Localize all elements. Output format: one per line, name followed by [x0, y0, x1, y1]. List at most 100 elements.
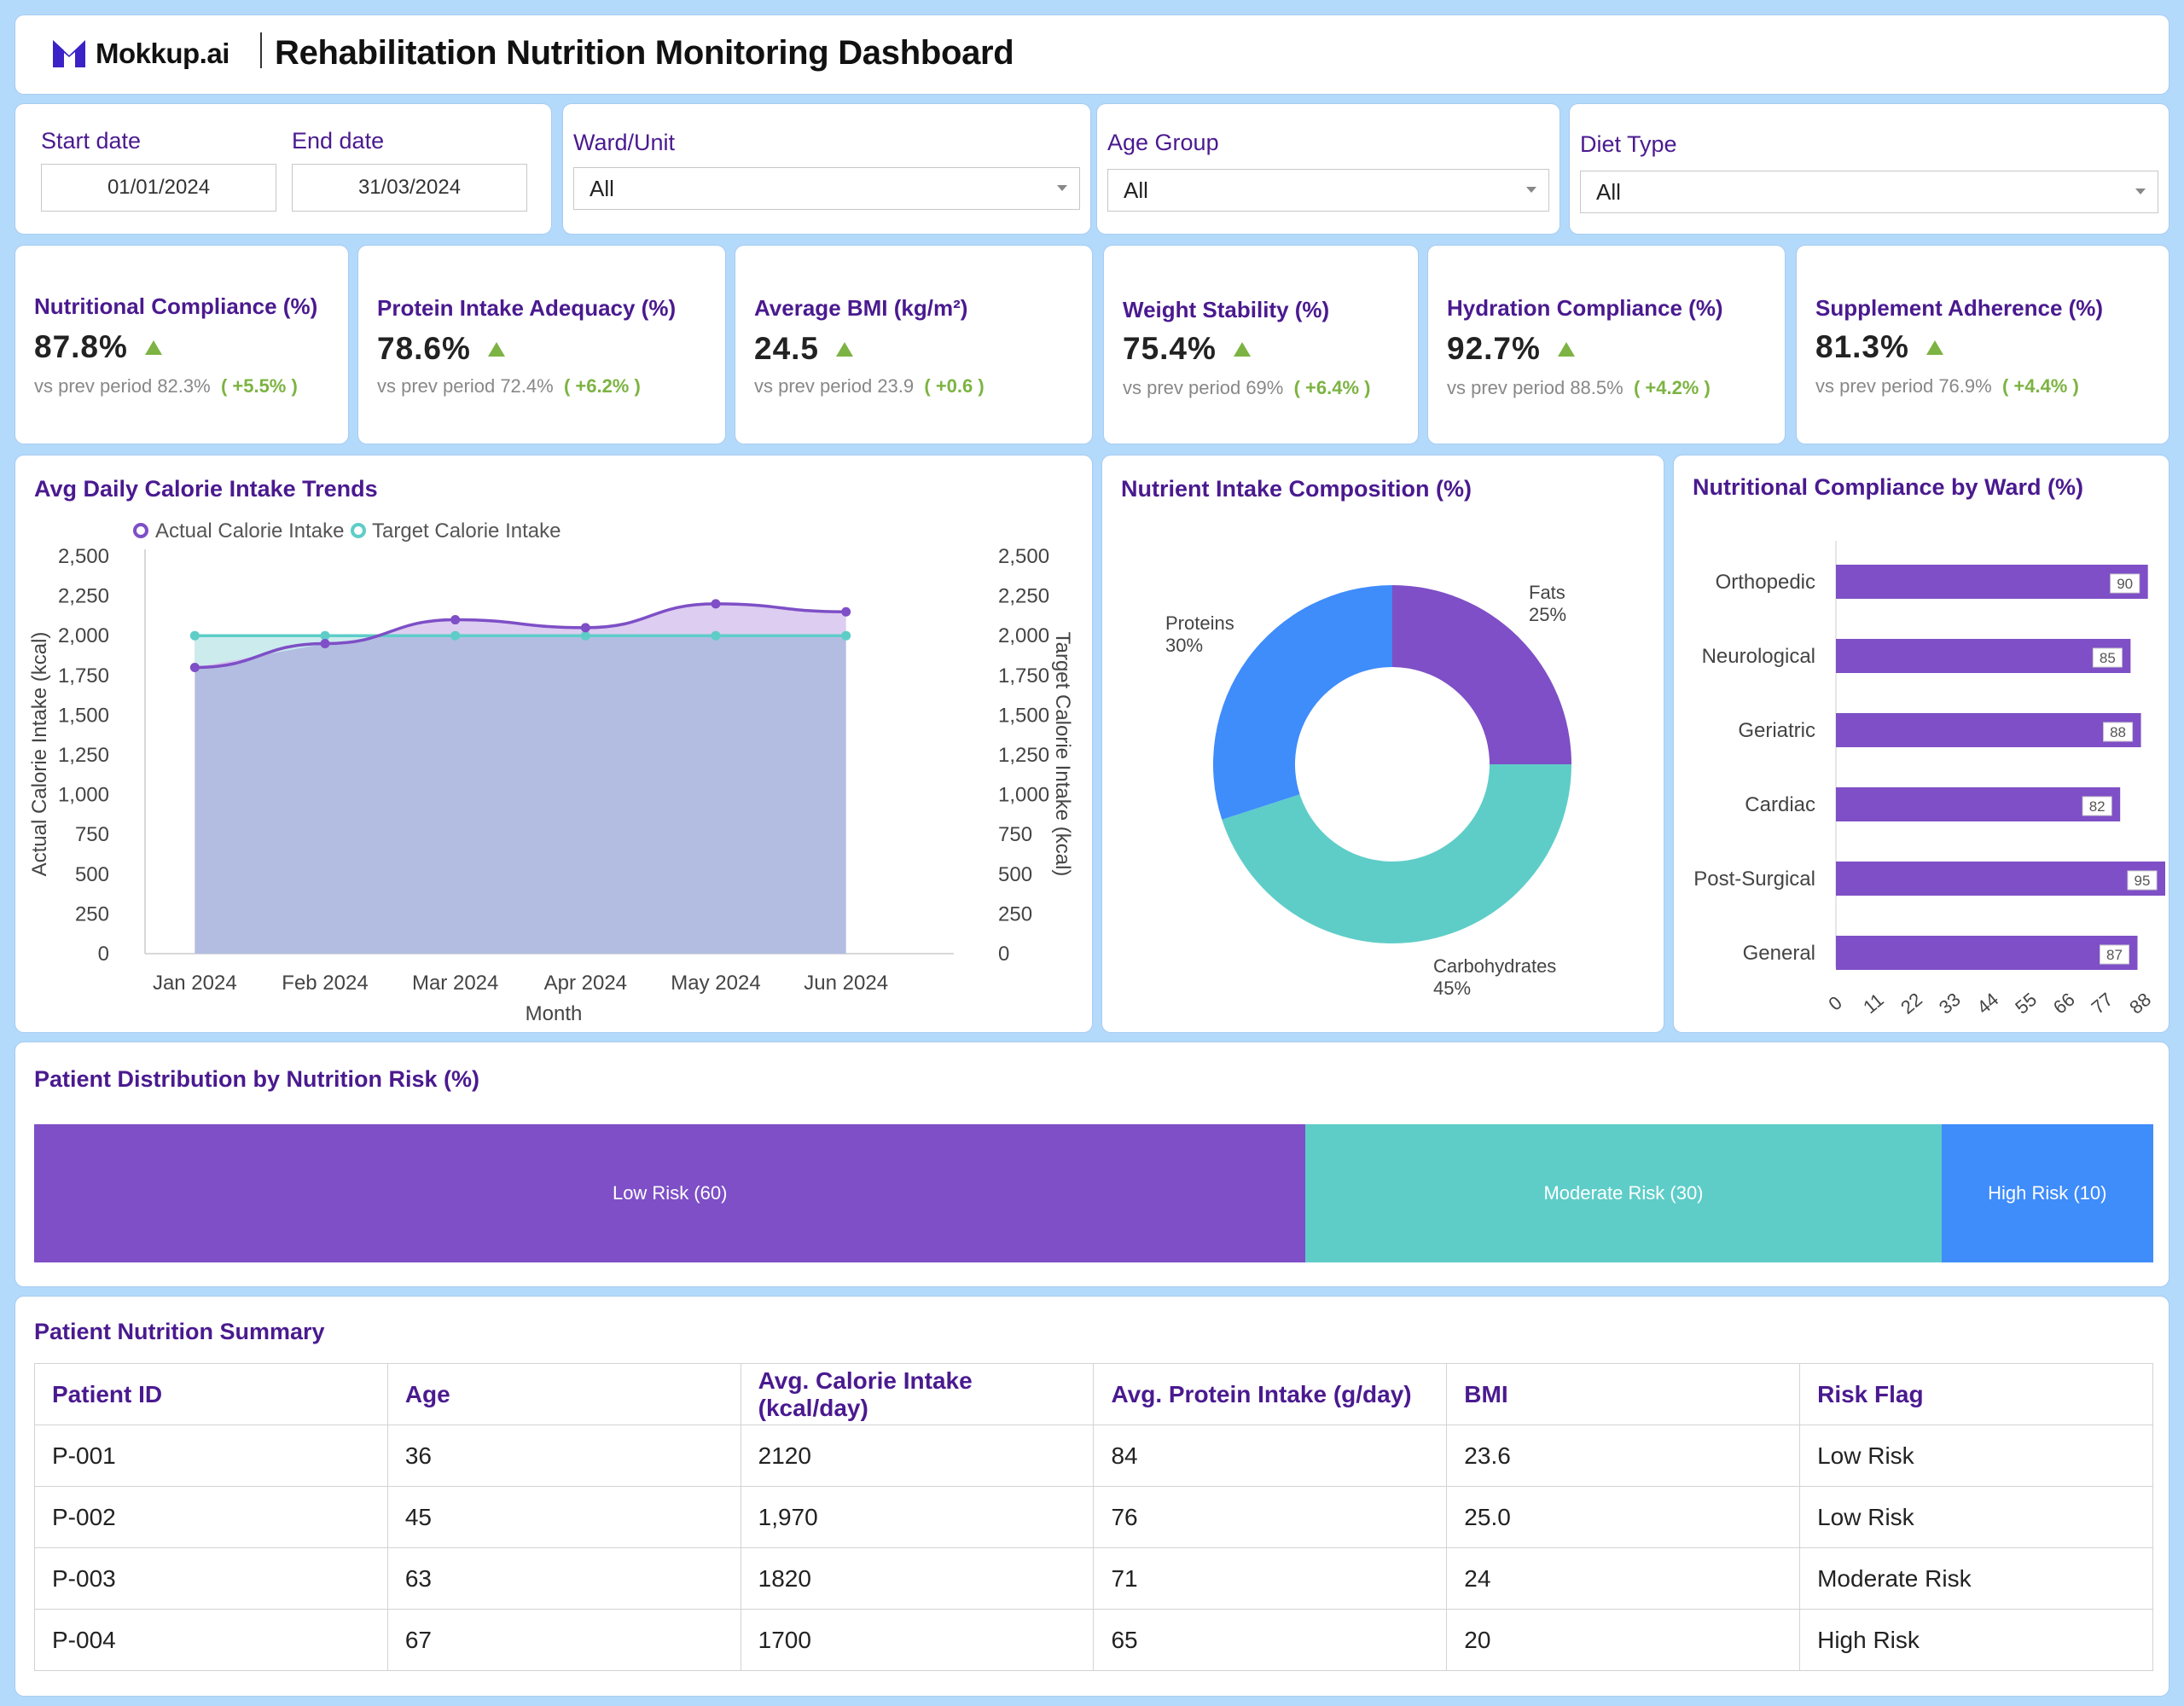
y-tick-label-right: 500	[998, 863, 1032, 886]
table-row[interactable]: P-004 67 1700 65 20 High Risk	[34, 1609, 2153, 1671]
target-point	[320, 630, 330, 641]
start-date-input[interactable]: 01/01/2024	[41, 164, 276, 212]
y-tick-label-left: 250	[75, 902, 109, 926]
bar-post-surgical	[1836, 862, 2165, 896]
actual-point	[320, 639, 330, 649]
cell-calorie: 1,970	[740, 1486, 1095, 1548]
kpi-value-text: 24.5	[754, 331, 820, 366]
ward-select[interactable]: All	[573, 167, 1080, 210]
legend-actual-label: Actual Calorie Intake	[155, 519, 344, 543]
y-tick-label-right: 2,500	[998, 545, 1049, 568]
y-axis-title-left: Actual Calorie Intake (kcal)	[28, 632, 51, 877]
slice-value: 25%	[1529, 604, 1566, 625]
bar-category-label: Post-Surgical	[1693, 868, 1815, 891]
kpi-card-nutritional-compliance: Nutritional Compliance (%) 87.8% vs prev…	[15, 246, 348, 444]
kpi-value-text: 92.7%	[1447, 331, 1541, 366]
chevron-down-icon	[1526, 187, 1536, 193]
logo[interactable]: Mokkup.ai	[51, 38, 229, 70]
bar-category-label: Cardiac	[1745, 793, 1815, 816]
bar-geriatric	[1836, 713, 2141, 747]
table-row[interactable]: P-001 36 2120 84 23.6 Low Risk	[34, 1425, 2153, 1487]
risk-segment-low-risk[interactable]: Low Risk (60)	[34, 1124, 1306, 1262]
column-header-patient-id[interactable]: Patient ID	[34, 1363, 388, 1425]
y-tick-label-left: 1,500	[58, 704, 109, 727]
data-label-box	[2082, 796, 2112, 816]
cell-age: 45	[386, 1486, 741, 1548]
bar-general	[1836, 936, 2138, 970]
x-tick-label: Mar 2024	[412, 972, 498, 995]
calorie-trend-card: Avg Daily Calorie Intake Trends Actual C…	[15, 456, 1092, 1032]
x-tick-label: 11	[1859, 989, 1888, 1018]
actual-line	[195, 602, 846, 670]
y-tick-label-left: 2,000	[58, 624, 109, 647]
kpi-comparison: vs prev period 82.3% ( +5.5% )	[34, 375, 298, 397]
cell-protein: 65	[1093, 1609, 1448, 1671]
target-point	[841, 630, 851, 641]
cell-age: 63	[386, 1547, 741, 1610]
diet-filter-label: Diet Type	[1580, 131, 1677, 157]
column-header-calorie[interactable]: Avg. Calorie Intake (kcal/day)	[740, 1363, 1095, 1425]
column-header-protein[interactable]: Avg. Protein Intake (g/day)	[1093, 1363, 1448, 1425]
column-header-bmi[interactable]: BMI	[1446, 1363, 1801, 1425]
actual-point	[580, 623, 590, 633]
bar-cardiac	[1836, 787, 2121, 821]
risk-segment-moderate-risk[interactable]: Moderate Risk (30)	[1305, 1124, 1942, 1262]
y-tick-label-left: 2,250	[58, 585, 109, 608]
kpi-value: 87.8%	[34, 329, 162, 365]
kpi-prev-label: vs prev period	[754, 375, 873, 397]
kpi-title: Weight Stability (%)	[1123, 297, 1330, 322]
kpi-title: Nutritional Compliance (%)	[34, 293, 318, 319]
y-tick-label-left: 0	[98, 943, 109, 966]
diet-filter-panel: Diet Type All	[1570, 104, 2169, 234]
bar-category-label: Neurological	[1702, 645, 1815, 668]
table-row[interactable]: P-003 63 1820 71 24 Moderate Risk	[34, 1547, 2153, 1610]
risk-segment-label: High Risk (10)	[1988, 1182, 2107, 1204]
mokkup-logo-icon	[53, 40, 85, 67]
kpi-card-supplement-adherence: Supplement Adherence (%) 81.3% vs prev p…	[1797, 246, 2169, 444]
cell-age: 36	[386, 1425, 741, 1487]
slice-label: Carbohydrates	[1433, 955, 1556, 977]
data-label-box	[2092, 647, 2123, 668]
kpi-value-text: 78.6%	[377, 331, 471, 366]
data-label-box	[2110, 573, 2140, 594]
cell-risk-flag: High Risk	[1799, 1609, 2153, 1671]
patient-summary-table: Patient ID Age Avg. Calorie Intake (kcal…	[34, 1363, 2153, 1671]
trend-up-icon	[836, 341, 854, 357]
y-tick-label-right: 250	[998, 902, 1032, 926]
diet-select[interactable]: All	[1580, 171, 2158, 213]
bar-data-label: 87	[2106, 947, 2123, 963]
x-tick-label: 55	[2011, 989, 2041, 1018]
age-filter-panel: Age Group All	[1097, 104, 1560, 234]
ward-compliance-card: Nutritional Compliance by Ward (%) Ortho…	[1674, 456, 2169, 1032]
calorie-trend-title: Avg Daily Calorie Intake Trends	[34, 476, 378, 502]
target-point	[711, 630, 721, 641]
x-axis-title: Month	[526, 1002, 583, 1025]
data-label-box	[2099, 944, 2129, 965]
kpi-change: ( +6.4% )	[1293, 377, 1371, 398]
kpi-prev-label: vs prev period	[1447, 377, 1565, 398]
trend-up-icon	[144, 339, 162, 355]
kpi-prev-value: 23.9	[877, 375, 915, 397]
patient-summary-title: Patient Nutrition Summary	[34, 1319, 325, 1344]
start-date-label: Start date	[41, 128, 142, 154]
kpi-prev-label: vs prev period	[1123, 377, 1241, 398]
nutrient-composition-title: Nutrient Intake Composition (%)	[1121, 476, 1472, 502]
ward-compliance-title: Nutritional Compliance by Ward (%)	[1693, 474, 2084, 500]
donut-slice-carbohydrates	[1222, 764, 1571, 943]
kpi-change: ( +5.5% )	[220, 375, 298, 397]
kpi-card-hydration-compliance: Hydration Compliance (%) 92.7% vs prev p…	[1428, 246, 1785, 444]
end-date-input[interactable]: 31/03/2024	[292, 164, 527, 212]
x-tick-label: Feb 2024	[282, 972, 368, 995]
slice-value: 45%	[1433, 978, 1471, 999]
table-row[interactable]: P-002 45 1,970 76 25.0 Low Risk	[34, 1486, 2153, 1548]
kpi-change: ( +6.2% )	[563, 375, 641, 397]
age-select[interactable]: All	[1107, 169, 1549, 212]
actual-point	[711, 599, 721, 609]
calorie-trend-chart: Actual Calorie Intake Target Calorie Inta…	[28, 519, 1074, 1025]
x-tick-label: 0	[1824, 992, 1845, 1015]
risk-segment-high-risk[interactable]: High Risk (10)	[1941, 1124, 2153, 1262]
trend-up-icon	[1926, 339, 1943, 355]
column-header-risk-flag[interactable]: Risk Flag	[1799, 1363, 2153, 1425]
slice-label: Fats	[1529, 582, 1565, 603]
column-header-age[interactable]: Age	[386, 1363, 741, 1425]
